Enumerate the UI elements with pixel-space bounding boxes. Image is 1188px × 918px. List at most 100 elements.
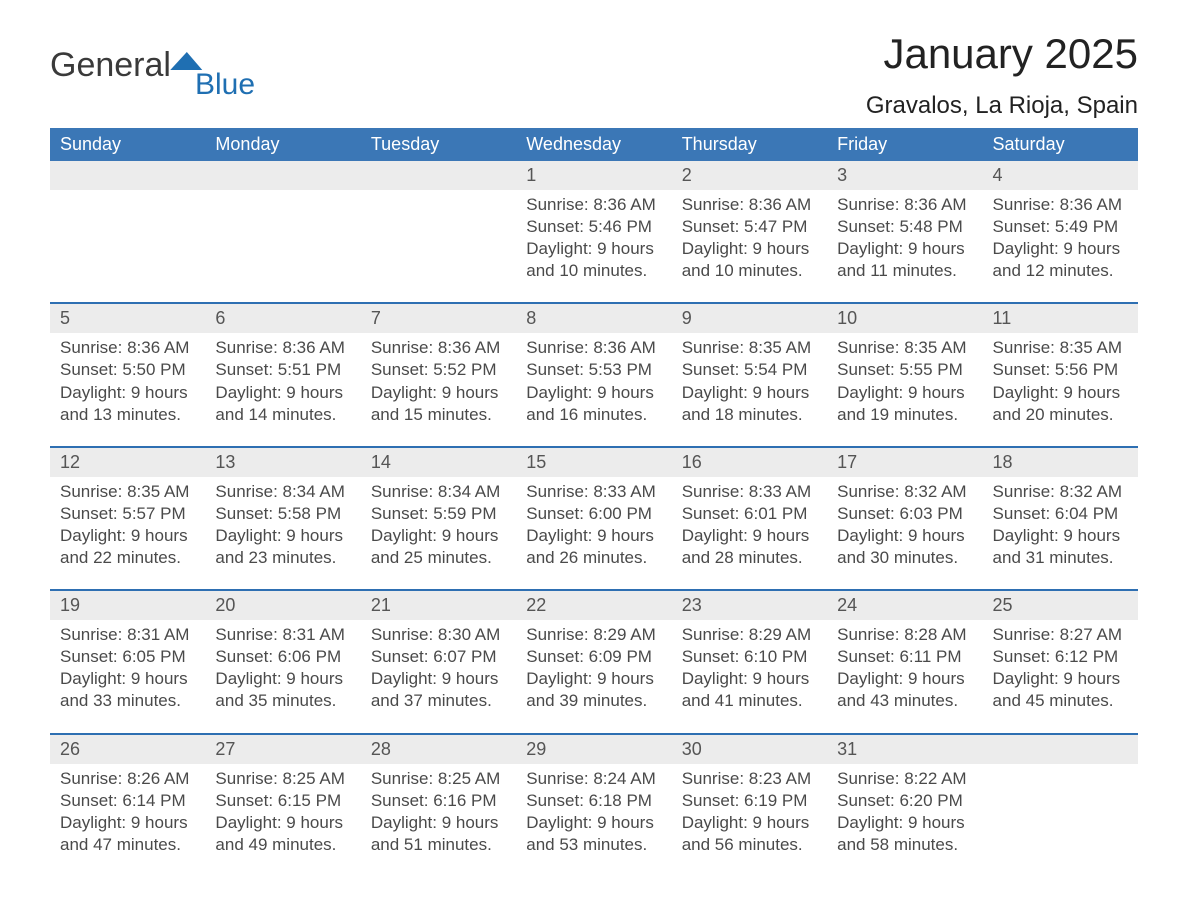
sunset-line: Sunset: 6:05 PM: [60, 646, 195, 668]
sunset-line: Sunset: 5:53 PM: [526, 359, 661, 381]
sunrise-line: Sunrise: 8:22 AM: [837, 768, 972, 790]
day-content-cell: Sunrise: 8:22 AMSunset: 6:20 PMDaylight:…: [827, 764, 982, 862]
day-number-cell: 21: [361, 590, 516, 620]
sunrise-line: Sunrise: 8:30 AM: [371, 624, 506, 646]
sunset-line: Sunset: 6:04 PM: [993, 503, 1128, 525]
daylight-line1: Daylight: 9 hours: [371, 812, 506, 834]
sunrise-line: Sunrise: 8:25 AM: [215, 768, 350, 790]
day-content-cell: Sunrise: 8:36 AMSunset: 5:53 PMDaylight:…: [516, 333, 671, 446]
location-subtitle: Gravalos, La Rioja, Spain: [866, 92, 1138, 120]
daylight-line1: Daylight: 9 hours: [215, 812, 350, 834]
daylight-line1: Daylight: 9 hours: [837, 525, 972, 547]
weekday-header: Saturday: [983, 128, 1138, 161]
sunset-line: Sunset: 6:20 PM: [837, 790, 972, 812]
week-content-row: Sunrise: 8:36 AMSunset: 5:50 PMDaylight:…: [50, 333, 1138, 446]
sunrise-line: Sunrise: 8:26 AM: [60, 768, 195, 790]
day-number-cell: 28: [361, 734, 516, 764]
daylight-line2: and 22 minutes.: [60, 547, 195, 569]
day-number-cell: 29: [516, 734, 671, 764]
daylight-line1: Daylight: 9 hours: [837, 668, 972, 690]
daylight-line2: and 11 minutes.: [837, 260, 972, 282]
day-content-cell: Sunrise: 8:35 AMSunset: 5:56 PMDaylight:…: [983, 333, 1138, 446]
day-number-cell: 2: [672, 161, 827, 190]
day-number-cell: 4: [983, 161, 1138, 190]
sunset-line: Sunset: 5:50 PM: [60, 359, 195, 381]
daylight-line2: and 19 minutes.: [837, 404, 972, 426]
day-number-cell: 24: [827, 590, 982, 620]
day-content-cell: Sunrise: 8:26 AMSunset: 6:14 PMDaylight:…: [50, 764, 205, 862]
sunrise-line: Sunrise: 8:29 AM: [526, 624, 661, 646]
week-daynum-row: 262728293031: [50, 734, 1138, 764]
daylight-line2: and 25 minutes.: [371, 547, 506, 569]
day-content-cell: Sunrise: 8:33 AMSunset: 6:01 PMDaylight:…: [672, 477, 827, 590]
day-number-cell: 30: [672, 734, 827, 764]
daylight-line1: Daylight: 9 hours: [371, 525, 506, 547]
sunrise-line: Sunrise: 8:35 AM: [60, 481, 195, 503]
day-content-cell: [50, 190, 205, 303]
day-number-cell: 18: [983, 447, 1138, 477]
day-number-cell: 22: [516, 590, 671, 620]
day-number-cell: [983, 734, 1138, 764]
sunset-line: Sunset: 5:55 PM: [837, 359, 972, 381]
day-number-cell: 17: [827, 447, 982, 477]
day-number-cell: 11: [983, 303, 1138, 333]
sunset-line: Sunset: 6:12 PM: [993, 646, 1128, 668]
sunset-line: Sunset: 6:06 PM: [215, 646, 350, 668]
calendar-table: SundayMondayTuesdayWednesdayThursdayFrid…: [50, 128, 1138, 862]
daylight-line2: and 56 minutes.: [682, 834, 817, 856]
daylight-line2: and 28 minutes.: [682, 547, 817, 569]
daylight-line1: Daylight: 9 hours: [682, 525, 817, 547]
day-number-cell: 16: [672, 447, 827, 477]
logo-word1: General: [50, 48, 171, 82]
day-content-cell: Sunrise: 8:36 AMSunset: 5:50 PMDaylight:…: [50, 333, 205, 446]
daylight-line1: Daylight: 9 hours: [215, 382, 350, 404]
sunset-line: Sunset: 6:19 PM: [682, 790, 817, 812]
sunset-line: Sunset: 5:57 PM: [60, 503, 195, 525]
day-content-cell: Sunrise: 8:35 AMSunset: 5:55 PMDaylight:…: [827, 333, 982, 446]
sunrise-line: Sunrise: 8:36 AM: [993, 194, 1128, 216]
daylight-line1: Daylight: 9 hours: [60, 382, 195, 404]
day-content-cell: Sunrise: 8:29 AMSunset: 6:10 PMDaylight:…: [672, 620, 827, 733]
daylight-line1: Daylight: 9 hours: [993, 382, 1128, 404]
day-content-cell: Sunrise: 8:28 AMSunset: 6:11 PMDaylight:…: [827, 620, 982, 733]
sunset-line: Sunset: 5:58 PM: [215, 503, 350, 525]
weekday-header-row: SundayMondayTuesdayWednesdayThursdayFrid…: [50, 128, 1138, 161]
weekday-header: Friday: [827, 128, 982, 161]
daylight-line1: Daylight: 9 hours: [993, 525, 1128, 547]
sunset-line: Sunset: 6:18 PM: [526, 790, 661, 812]
week-daynum-row: 19202122232425: [50, 590, 1138, 620]
sunset-line: Sunset: 6:14 PM: [60, 790, 195, 812]
sunrise-line: Sunrise: 8:33 AM: [526, 481, 661, 503]
daylight-line2: and 13 minutes.: [60, 404, 195, 426]
sunset-line: Sunset: 5:52 PM: [371, 359, 506, 381]
daylight-line2: and 15 minutes.: [371, 404, 506, 426]
calendar-body: 1234Sunrise: 8:36 AMSunset: 5:46 PMDayli…: [50, 161, 1138, 862]
day-content-cell: Sunrise: 8:24 AMSunset: 6:18 PMDaylight:…: [516, 764, 671, 862]
day-number-cell: 25: [983, 590, 1138, 620]
weekday-header: Sunday: [50, 128, 205, 161]
daylight-line1: Daylight: 9 hours: [215, 525, 350, 547]
day-content-cell: Sunrise: 8:36 AMSunset: 5:46 PMDaylight:…: [516, 190, 671, 303]
day-number-cell: 15: [516, 447, 671, 477]
sunrise-line: Sunrise: 8:24 AM: [526, 768, 661, 790]
day-content-cell: Sunrise: 8:35 AMSunset: 5:54 PMDaylight:…: [672, 333, 827, 446]
day-number-cell: 3: [827, 161, 982, 190]
daylight-line1: Daylight: 9 hours: [837, 812, 972, 834]
daylight-line2: and 49 minutes.: [215, 834, 350, 856]
logo-word2: Blue: [195, 70, 255, 100]
sunset-line: Sunset: 6:16 PM: [371, 790, 506, 812]
day-content-cell: Sunrise: 8:34 AMSunset: 5:59 PMDaylight:…: [361, 477, 516, 590]
week-daynum-row: 567891011: [50, 303, 1138, 333]
sunrise-line: Sunrise: 8:35 AM: [837, 337, 972, 359]
daylight-line1: Daylight: 9 hours: [526, 238, 661, 260]
daylight-line2: and 45 minutes.: [993, 690, 1128, 712]
day-content-cell: Sunrise: 8:31 AMSunset: 6:06 PMDaylight:…: [205, 620, 360, 733]
sunrise-line: Sunrise: 8:29 AM: [682, 624, 817, 646]
day-content-cell: Sunrise: 8:27 AMSunset: 6:12 PMDaylight:…: [983, 620, 1138, 733]
daylight-line2: and 35 minutes.: [215, 690, 350, 712]
daylight-line2: and 26 minutes.: [526, 547, 661, 569]
header-row: General Blue January 2025 Gravalos, La R…: [50, 30, 1138, 120]
daylight-line1: Daylight: 9 hours: [682, 238, 817, 260]
daylight-line2: and 30 minutes.: [837, 547, 972, 569]
day-content-cell: [983, 764, 1138, 862]
